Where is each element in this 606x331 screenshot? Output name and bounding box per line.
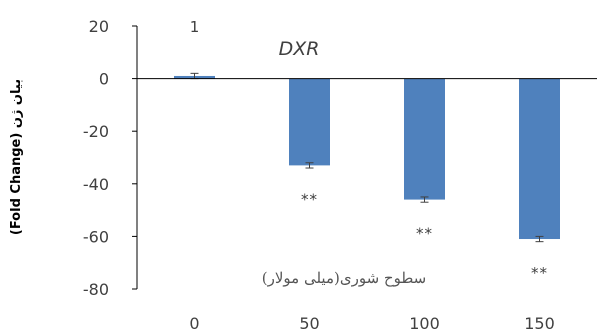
y-tick-label: -60 [83, 227, 109, 246]
y-tick-label: -20 [83, 122, 109, 141]
data-label: 1 [190, 18, 200, 36]
y-tick-label: -80 [83, 280, 109, 299]
bar [404, 78, 445, 200]
bar [519, 78, 560, 240]
x-tick-label: 0 [189, 314, 199, 331]
y-tick-label: 20 [89, 17, 109, 36]
significance-label: ** [416, 225, 433, 243]
y-axis-label: (Fold Change) بیان ژن [9, 79, 24, 235]
y-tick-label: -40 [83, 175, 109, 194]
significance-label: ** [531, 264, 548, 282]
bar [289, 78, 330, 166]
y-tick-label: 0 [99, 70, 109, 89]
x-tick-label: 150 [524, 314, 555, 331]
x-tick-label: 100 [409, 314, 440, 331]
series-name: DXR [279, 38, 320, 60]
x-axis-label: سطوح شوری(میلی مولار) [262, 269, 426, 287]
x-tick-label: 50 [299, 314, 319, 331]
significance-label: ** [301, 190, 318, 208]
